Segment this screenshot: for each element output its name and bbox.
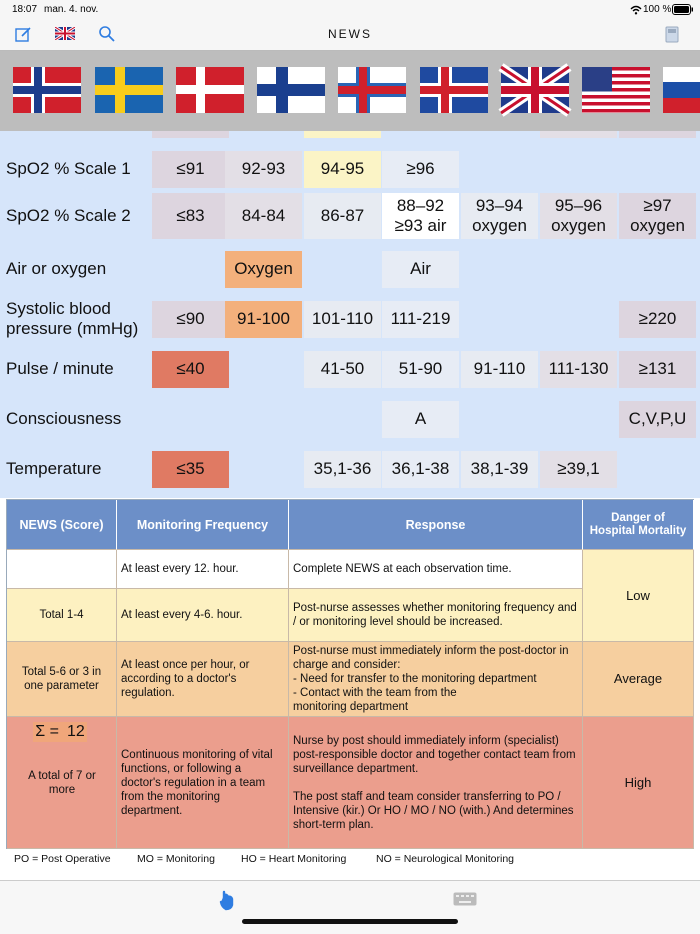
grid-cell: 111-219 — [382, 300, 459, 338]
flag-iceland[interactable] — [420, 67, 488, 113]
grid-cell: ≤35 — [152, 450, 229, 488]
flag-finland[interactable] — [257, 67, 325, 113]
row-label: Systolic blood pressure (mmHg) — [6, 299, 139, 338]
response-cell: Post-nurse must immediately inform the p… — [289, 642, 583, 717]
grid-cell: 51-90 — [382, 350, 459, 388]
grid-cell: 91-100 — [225, 300, 302, 338]
grid-cell: 101-110 — [304, 300, 381, 338]
score-grid: rate / minuteSpO2 % Scale 1≤9192-9394-95… — [0, 101, 700, 498]
flag-russia[interactable] — [663, 67, 700, 113]
score-cell: Total 5-6 or 3 in one parameter — [7, 642, 117, 717]
sum-value: 12 — [66, 723, 85, 740]
score-cell: Σ = 12 A total of 7 or more — [7, 717, 117, 849]
frequency-cell: Continuous monitoring of vital functions… — [117, 717, 289, 849]
response-cell: Nurse by post should immediately inform … — [289, 717, 583, 849]
row-label: SpO2 % Scale 2 — [6, 206, 131, 225]
grid-cell: 36,1-38 — [382, 450, 459, 488]
grid-cell: 38,1-39 — [461, 450, 538, 488]
status-bar: 18:07 man. 4. nov. 100 % — [0, 0, 700, 20]
grid-cell: 88–92 ≥93 air — [382, 193, 459, 239]
legend-item: NO = Neurological Monitoring — [376, 853, 515, 865]
flag-sweden[interactable] — [95, 67, 163, 113]
flag-strip — [0, 51, 700, 131]
home-indicator — [242, 919, 458, 924]
grid-cell: 86-87 — [304, 193, 381, 239]
sum-label: Σ = — [35, 723, 59, 740]
row-label: Pulse / minute — [6, 359, 114, 378]
header-cell: Response — [289, 500, 583, 550]
status-time: 18:07 — [12, 4, 38, 15]
score-text: A total of 7 or more — [28, 770, 96, 796]
grid-cell: Oxygen — [225, 250, 302, 288]
response-table: NEWS (Score) Monitoring Frequency Respon… — [6, 499, 694, 849]
grid-cell: ≤91 — [152, 150, 229, 188]
grid-cell: ≤90 — [152, 300, 229, 338]
battery-icon — [672, 4, 693, 15]
search-button[interactable] — [98, 25, 116, 43]
grid-cell: 35,1-36 — [304, 450, 381, 488]
frequency-cell: At least once per hour, or according to … — [117, 642, 289, 717]
flag-denmark[interactable] — [176, 67, 244, 113]
language-button[interactable] — [55, 27, 75, 40]
tab-bar — [0, 880, 700, 934]
grid-cell: ≥96 — [382, 150, 459, 188]
toolbar-title: NEWS — [328, 27, 372, 41]
toolbar: NEWS — [0, 20, 700, 51]
grid-cell: 111-130 — [540, 350, 617, 388]
header-cell: NEWS (Score) — [7, 500, 117, 550]
danger-cell: Average — [583, 642, 694, 717]
flag-uk[interactable] — [498, 63, 572, 117]
flag-usa[interactable] — [582, 67, 650, 113]
legend-item: PO = Post Operative — [14, 853, 111, 865]
wifi-icon — [630, 5, 642, 15]
tab-keyboard[interactable] — [453, 892, 477, 906]
battery-percent: 100 % — [643, 4, 672, 15]
grid-cell: ≥220 — [619, 300, 696, 338]
frequency-cell: At least every 4-6. hour. — [117, 589, 289, 642]
grid-cell: 41-50 — [304, 350, 381, 388]
grid-cell: 84-84 — [225, 193, 302, 239]
grid-cell: ≤83 — [152, 193, 229, 239]
frequency-cell: At least every 12. hour. — [117, 550, 289, 589]
grid-cell: 93–94 oxygen — [461, 193, 538, 239]
flag-norway[interactable] — [13, 67, 81, 113]
sum-badge: Σ = 12 — [33, 722, 87, 742]
status-date: man. 4. nov. — [44, 4, 99, 15]
grid-cell: Air — [382, 250, 459, 288]
score-cell: Total 1-4 — [7, 589, 117, 642]
row-label: Temperature — [6, 459, 102, 478]
flag-faroe[interactable] — [338, 67, 406, 113]
row-label: Consciousness — [6, 409, 122, 428]
response-cell: Complete NEWS at each observation time. — [289, 550, 583, 589]
print-button[interactable] — [665, 26, 679, 43]
danger-cell: Low — [583, 550, 694, 642]
legend-item: HO = Heart Monitoring — [241, 853, 347, 865]
grid-cell: ≥97 oxygen — [619, 193, 696, 239]
tab-touch[interactable] — [218, 889, 236, 911]
grid-cell: C,V,P,U — [619, 400, 696, 438]
grid-cell: 91-110 — [461, 350, 538, 388]
grid-cell: 95–96 oxygen — [540, 193, 617, 239]
danger-cell: High — [583, 717, 694, 849]
grid-cell: 92-93 — [225, 150, 302, 188]
grid-cell: ≥39,1 — [540, 450, 617, 488]
legend-item: MO = Monitoring — [137, 853, 215, 865]
header-cell: Monitoring Frequency — [117, 500, 289, 550]
row-label: SpO2 % Scale 1 — [6, 159, 131, 178]
edit-button[interactable] — [15, 26, 32, 43]
grid-cell: 94-95 — [304, 150, 381, 188]
grid-cell: ≤40 — [152, 350, 229, 388]
score-cell — [7, 550, 117, 589]
row-label: Air or oxygen — [6, 259, 107, 278]
header-cell: Danger of Hospital Mortality — [583, 500, 694, 550]
grid-cell: A — [382, 400, 459, 438]
response-cell: Post-nurse assesses whether monitoring f… — [289, 589, 583, 642]
flag-icons — [13, 63, 700, 117]
grid-cell: ≥131 — [619, 350, 696, 388]
